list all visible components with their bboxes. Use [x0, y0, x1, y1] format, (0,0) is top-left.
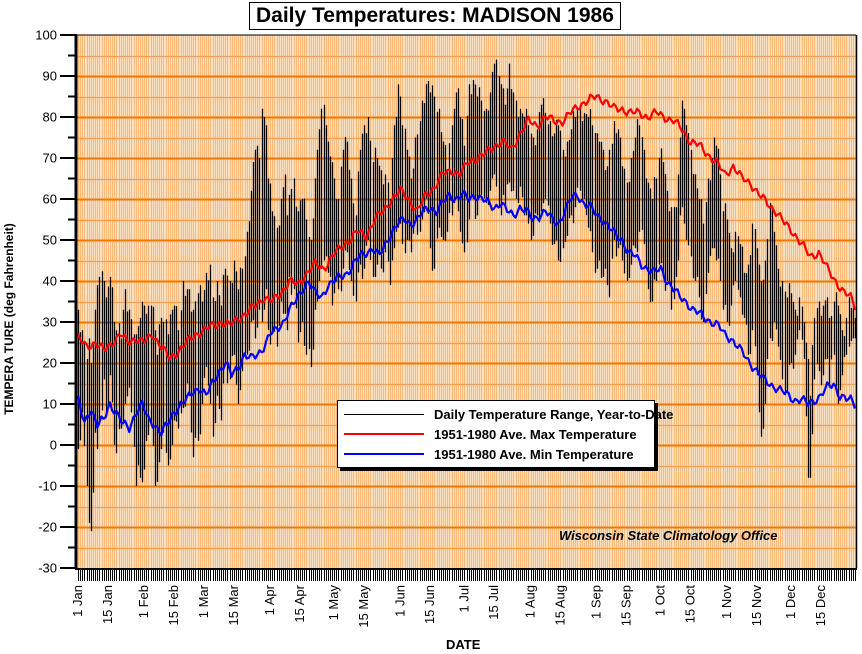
x-tick-label: 15 Jun: [422, 585, 437, 624]
x-axis-ticks: 1 Jan 15 Jan 1 Feb 15 Feb 1 Mar 15 Mar 1 Apr 15…: [70, 570, 856, 628]
y-tick-label: 80: [43, 110, 57, 125]
x-tick-label: 15 Jan: [100, 585, 115, 624]
x-axis-label: DATE: [446, 637, 481, 652]
daily-range-bars: [77, 59, 857, 532]
legend-label: Daily Temperature Range, Year-to-Date: [434, 406, 674, 422]
x-tick-label: 15 Aug: [552, 585, 567, 626]
x-tick-label: 1 Sep: [589, 585, 604, 619]
x-tick-label: 15 Mar: [226, 584, 241, 625]
y-tick-label: 20: [43, 356, 57, 371]
normal-min-line: [77, 189, 856, 437]
x-tick-label: 1 Mar: [196, 584, 211, 618]
x-tick-label: 1 Oct: [653, 585, 668, 616]
x-tick-label: 1 Feb: [136, 585, 151, 618]
x-tick-label: 15 Nov: [749, 585, 764, 627]
x-tick-label: 15 May: [356, 585, 371, 628]
x-tick-label: 1 Jan: [70, 585, 85, 617]
x-tick-label: 15 Apr: [292, 584, 307, 622]
x-tick-label: 1 Apr: [262, 584, 277, 615]
x-tick-label: 1 May: [326, 585, 341, 621]
x-tick-label: 15 Sep: [619, 585, 634, 626]
legend-label: 1951-1980 Ave. Max Temperature: [434, 426, 637, 442]
legend-swatch-blue-line: [344, 453, 424, 455]
x-tick-label: 15 Oct: [683, 585, 698, 624]
legend-label: 1951-1980 Ave. Min Temperature: [434, 446, 634, 462]
legend-item-normal-max: 1951-1980 Ave. Max Temperature: [344, 425, 637, 443]
x-tick-label: 1 Aug: [523, 585, 538, 618]
y-tick-label: 10: [43, 397, 57, 412]
y-tick-label: 60: [43, 192, 57, 207]
y-tick-label: 100: [35, 28, 57, 43]
y-tick-label: -20: [38, 520, 57, 535]
y-tick-label: 40: [43, 274, 57, 289]
y-tick-label: 70: [43, 151, 57, 166]
y-tick-label: 50: [43, 233, 57, 248]
x-tick-label: 15 Jul: [486, 585, 501, 620]
legend: Daily Temperature Range, Year-to-Date 19…: [337, 400, 673, 468]
x-tick-label: 1 Dec: [783, 585, 798, 619]
x-tick-label: 1 Jul: [456, 585, 471, 613]
y-tick-label: 90: [43, 69, 57, 84]
legend-item-normal-min: 1951-1980 Ave. Min Temperature: [344, 445, 634, 463]
chart-title: Daily Temperatures: MADISON 1986: [249, 2, 621, 30]
y-tick-label: 30: [43, 315, 57, 330]
x-tick-label: 1 Nov: [719, 585, 734, 619]
normal-max-line: [77, 93, 856, 361]
y-tick-label: 0: [50, 438, 57, 453]
x-tick-label: 15 Dec: [813, 585, 828, 627]
y-tick-label: -10: [38, 479, 57, 494]
legend-swatch-black-line: [344, 413, 424, 415]
y-tick-label: -30: [38, 561, 57, 576]
legend-item-daily-range: Daily Temperature Range, Year-to-Date: [344, 405, 673, 423]
legend-swatch-red-line: [344, 433, 424, 435]
normal-lines: [77, 93, 856, 437]
x-tick-label: 1 Jun: [392, 585, 407, 617]
y-axis-label: TEMPERA TURE (deg Fahrenheit): [2, 223, 16, 415]
x-tick-label: 15 Feb: [166, 585, 181, 625]
source-attribution: Wisconsin State Climatology Office: [559, 528, 778, 543]
